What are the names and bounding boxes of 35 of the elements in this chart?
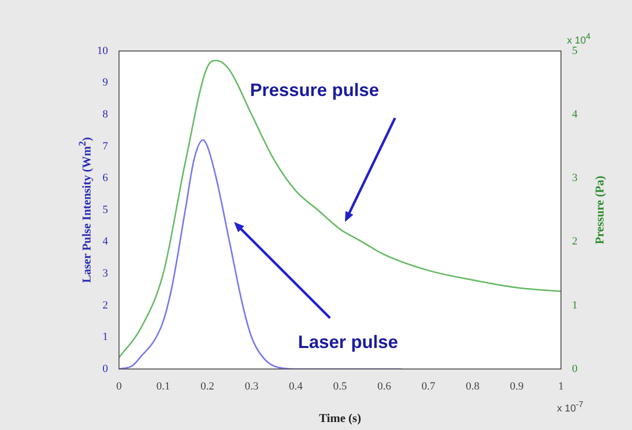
annotation: Pressure pulse (250, 80, 380, 101)
y-tick-label: 5 (102, 204, 108, 216)
y-tick-label: 8 (102, 108, 108, 120)
y2-tick-label: 0 (572, 362, 578, 375)
y2-tick-label: 5 (572, 44, 578, 57)
x-axis-title: Time (s) (318, 410, 362, 425)
text: x 10$^{4}$ (567, 31, 591, 46)
y-tick-label: 7 (102, 140, 108, 152)
x-tick-label: 0.8 (466, 380, 480, 392)
y-tick-label: 2 (102, 299, 108, 312)
y-tick-label: 6 (102, 172, 108, 184)
y-tick-label: 10 (97, 44, 108, 57)
y-tick-label: 1 (102, 331, 108, 344)
y-tick-label: 4 (102, 236, 108, 248)
x-tick-label: 0.1 (156, 380, 170, 392)
x-tick-label: 0.5 (333, 380, 348, 392)
annotation: Laser pulse (298, 332, 398, 353)
x-tick-label: 0.6 (377, 380, 392, 392)
y2-tick-label: 2 (572, 236, 578, 248)
x-tick-label: 1 (558, 380, 564, 392)
x-tick-label: 0.2 (200, 380, 214, 392)
x-tick-label: 0.3 (244, 380, 259, 392)
x-tick-label: 0.4 (288, 380, 304, 392)
x-tick-label: 0.9 (510, 380, 524, 392)
y-tick-label: 0 (102, 362, 108, 375)
x-tick-label: 0.7 (422, 380, 436, 392)
y2-tick-label: 4 (572, 108, 578, 120)
text: x 10$^{-7}$ (557, 399, 584, 414)
y2-tick-label: 1 (572, 299, 578, 312)
y-tick-label: 9 (102, 76, 108, 89)
y-tick-label: 3 (102, 267, 108, 280)
y2-axis-title: Pressure (Pa) (592, 176, 608, 244)
y2-tick-label: 3 (572, 172, 578, 184)
x-tick-label: 0 (116, 380, 122, 392)
line-series (119, 60, 561, 358)
